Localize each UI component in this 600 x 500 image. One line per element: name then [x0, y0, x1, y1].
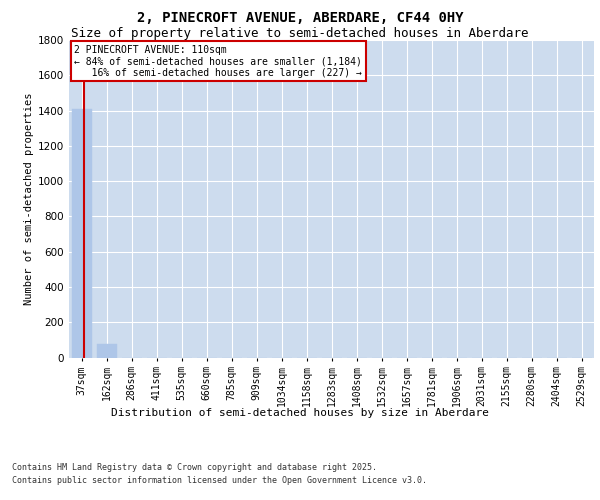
Text: Size of property relative to semi-detached houses in Aberdare: Size of property relative to semi-detach…	[71, 28, 529, 40]
Text: 2 PINECROFT AVENUE: 110sqm
← 84% of semi-detached houses are smaller (1,184)
   : 2 PINECROFT AVENUE: 110sqm ← 84% of semi…	[74, 45, 362, 78]
Text: Distribution of semi-detached houses by size in Aberdare: Distribution of semi-detached houses by …	[111, 408, 489, 418]
Bar	[71, 108, 91, 358]
Text: Contains HM Land Registry data © Crown copyright and database right 2025.: Contains HM Land Registry data © Crown c…	[12, 462, 377, 471]
Bar	[97, 344, 116, 358]
Y-axis label: Number of semi-detached properties: Number of semi-detached properties	[24, 92, 34, 305]
Text: 2, PINECROFT AVENUE, ABERDARE, CF44 0HY: 2, PINECROFT AVENUE, ABERDARE, CF44 0HY	[137, 12, 463, 26]
Text: Contains public sector information licensed under the Open Government Licence v3: Contains public sector information licen…	[12, 476, 427, 485]
